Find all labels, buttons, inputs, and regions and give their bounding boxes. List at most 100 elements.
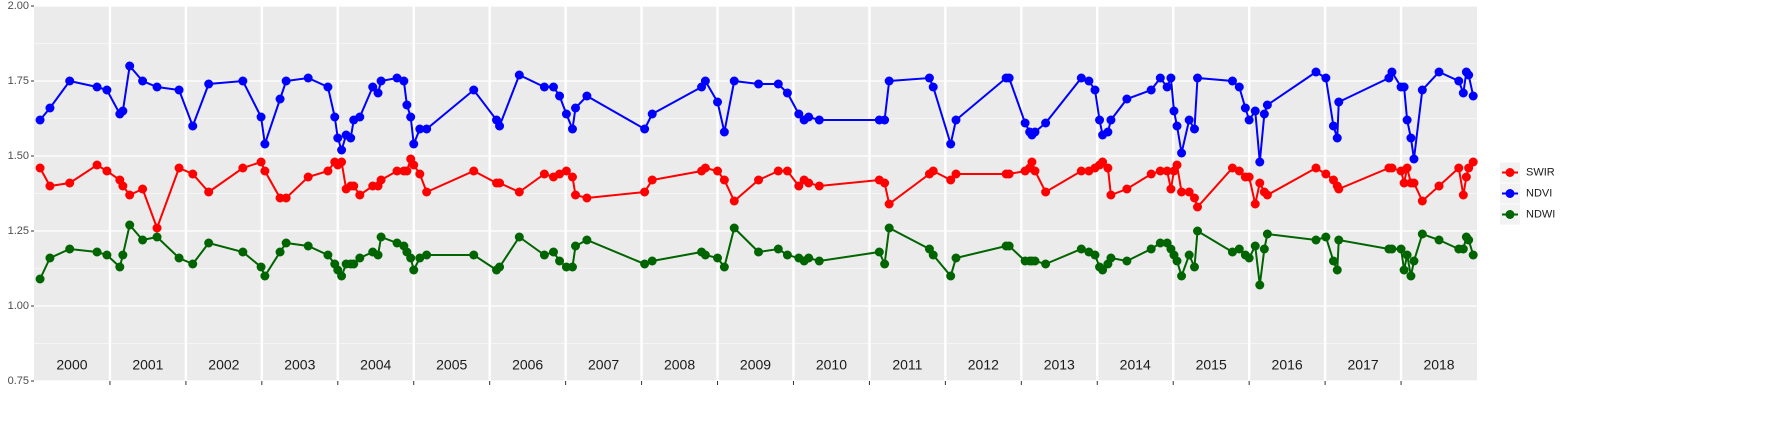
- data-point: [874, 247, 884, 257]
- data-point: [713, 97, 723, 107]
- data-point: [260, 166, 270, 176]
- y-tick-label: 1.50: [8, 150, 29, 162]
- data-point: [376, 175, 386, 185]
- data-point: [1041, 259, 1051, 269]
- data-point: [469, 166, 479, 176]
- data-point: [928, 250, 938, 260]
- x-tick-label: 2005: [436, 357, 467, 373]
- data-point: [409, 160, 419, 170]
- data-point: [415, 124, 425, 134]
- data-point: [495, 178, 505, 188]
- data-point: [1250, 241, 1260, 251]
- data-point: [495, 262, 505, 272]
- data-point: [1106, 253, 1116, 263]
- data-point: [1334, 184, 1344, 194]
- data-point: [514, 187, 524, 197]
- data-point: [1193, 226, 1203, 236]
- data-point: [754, 79, 764, 89]
- data-point: [1122, 184, 1132, 194]
- data-point: [138, 184, 148, 194]
- data-point: [1311, 163, 1321, 173]
- x-tick-label: 2014: [1120, 357, 1151, 373]
- data-point: [567, 124, 577, 134]
- data-point: [729, 223, 739, 233]
- y-tick-label: 1.75: [8, 75, 29, 87]
- data-point: [1399, 265, 1409, 275]
- data-point: [399, 76, 409, 86]
- data-point: [118, 106, 128, 116]
- data-point: [928, 82, 938, 92]
- x-tick-label: 2007: [588, 357, 619, 373]
- data-point: [1454, 76, 1464, 86]
- data-point: [1332, 133, 1342, 143]
- data-point: [1193, 73, 1203, 83]
- data-point: [571, 103, 581, 113]
- data-point: [188, 121, 198, 131]
- data-point: [1255, 280, 1265, 290]
- legend-key-point: [1505, 210, 1515, 219]
- legend-label: NDWI: [1526, 208, 1555, 220]
- data-point: [1387, 244, 1397, 254]
- legend-label: SWIR: [1526, 166, 1555, 178]
- data-point: [469, 85, 479, 95]
- data-point: [1027, 157, 1037, 167]
- data-point: [1090, 85, 1100, 95]
- data-point: [804, 178, 814, 188]
- data-point: [349, 259, 359, 269]
- data-point: [125, 61, 135, 71]
- data-point: [35, 163, 45, 173]
- x-tick-label: 2012: [968, 357, 999, 373]
- data-point: [1402, 250, 1412, 260]
- data-point: [1177, 148, 1187, 158]
- data-point: [355, 190, 365, 200]
- data-point: [406, 112, 416, 122]
- data-point: [1004, 73, 1014, 83]
- data-point: [1406, 133, 1416, 143]
- data-point: [1189, 193, 1199, 203]
- data-point: [951, 115, 961, 125]
- data-point: [275, 247, 285, 257]
- data-point: [700, 76, 710, 86]
- data-point: [1103, 163, 1113, 173]
- data-point: [256, 262, 266, 272]
- data-point: [773, 244, 783, 254]
- data-point: [928, 166, 938, 176]
- data-point: [102, 250, 112, 260]
- data-point: [1461, 172, 1471, 182]
- data-point: [794, 181, 804, 191]
- data-point: [1184, 250, 1194, 260]
- data-point: [1166, 184, 1176, 194]
- data-point: [713, 166, 723, 176]
- data-point: [1334, 97, 1344, 107]
- data-point: [1084, 76, 1094, 86]
- data-point: [188, 169, 198, 179]
- data-point: [1227, 163, 1237, 173]
- x-tick-label: 2000: [56, 357, 87, 373]
- data-point: [1332, 265, 1342, 275]
- data-point: [804, 253, 814, 263]
- data-point: [647, 109, 657, 119]
- data-point: [1311, 235, 1321, 245]
- data-point: [1434, 235, 1444, 245]
- data-point: [152, 223, 162, 233]
- y-tick-label: 0.75: [8, 375, 29, 387]
- x-tick-label: 2013: [1044, 357, 1075, 373]
- legend-label: NDVI: [1526, 187, 1552, 199]
- data-point: [256, 112, 266, 122]
- data-point: [647, 256, 657, 266]
- data-point: [1193, 202, 1203, 212]
- data-point: [1041, 118, 1051, 128]
- x-tick-label: 2003: [284, 357, 315, 373]
- data-point: [1169, 106, 1179, 116]
- data-point: [1262, 229, 1272, 239]
- data-point: [1334, 235, 1344, 245]
- x-tick-label: 2011: [892, 357, 922, 373]
- data-point: [152, 232, 162, 242]
- x-tick-label: 2017: [1348, 357, 1379, 373]
- data-point: [1399, 178, 1409, 188]
- data-point: [1172, 160, 1182, 170]
- data-point: [1387, 163, 1397, 173]
- data-point: [303, 241, 313, 251]
- data-point: [1146, 244, 1156, 254]
- data-point: [1030, 166, 1040, 176]
